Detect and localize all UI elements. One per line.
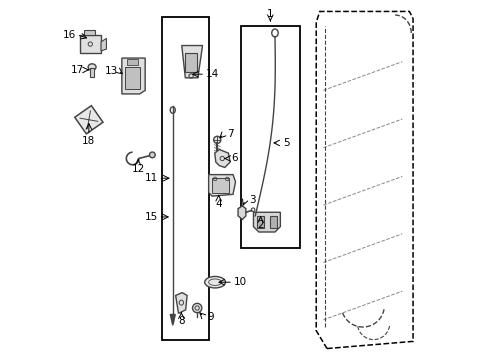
Bar: [211, 178, 229, 193]
Text: 4: 4: [215, 199, 222, 209]
Polygon shape: [253, 212, 280, 232]
Text: 3: 3: [248, 195, 255, 205]
Polygon shape: [101, 39, 106, 51]
Text: 6: 6: [231, 153, 238, 163]
Bar: [83, 31, 94, 36]
Text: 5: 5: [283, 138, 289, 148]
Polygon shape: [182, 45, 202, 78]
Text: 8: 8: [178, 316, 184, 326]
Bar: [241, 26, 300, 248]
Text: 2: 2: [257, 220, 264, 230]
Polygon shape: [214, 149, 230, 167]
Polygon shape: [122, 58, 145, 94]
Polygon shape: [75, 105, 103, 134]
Ellipse shape: [213, 136, 221, 143]
Polygon shape: [208, 175, 235, 196]
Text: 15: 15: [144, 212, 158, 222]
Polygon shape: [170, 315, 175, 325]
Text: 1: 1: [266, 9, 273, 19]
Bar: [185, 53, 196, 72]
Text: 9: 9: [207, 312, 214, 321]
Bar: [127, 59, 138, 64]
Ellipse shape: [192, 303, 202, 313]
Text: 16: 16: [63, 30, 76, 40]
Bar: [125, 67, 140, 89]
Bar: [80, 36, 101, 53]
Text: 17: 17: [71, 65, 84, 75]
Text: 18: 18: [82, 136, 95, 145]
Text: 12: 12: [131, 163, 144, 174]
Bar: [257, 216, 264, 228]
Text: 13: 13: [104, 66, 118, 76]
Polygon shape: [175, 293, 187, 314]
Text: 10: 10: [233, 277, 246, 287]
Ellipse shape: [149, 152, 155, 158]
Ellipse shape: [88, 64, 96, 70]
Ellipse shape: [204, 276, 225, 288]
Text: 14: 14: [205, 69, 219, 79]
Bar: [90, 68, 94, 77]
Polygon shape: [238, 206, 245, 220]
Bar: [269, 216, 276, 228]
Text: 11: 11: [144, 173, 158, 183]
Bar: [162, 17, 208, 339]
Text: 7: 7: [227, 129, 234, 139]
